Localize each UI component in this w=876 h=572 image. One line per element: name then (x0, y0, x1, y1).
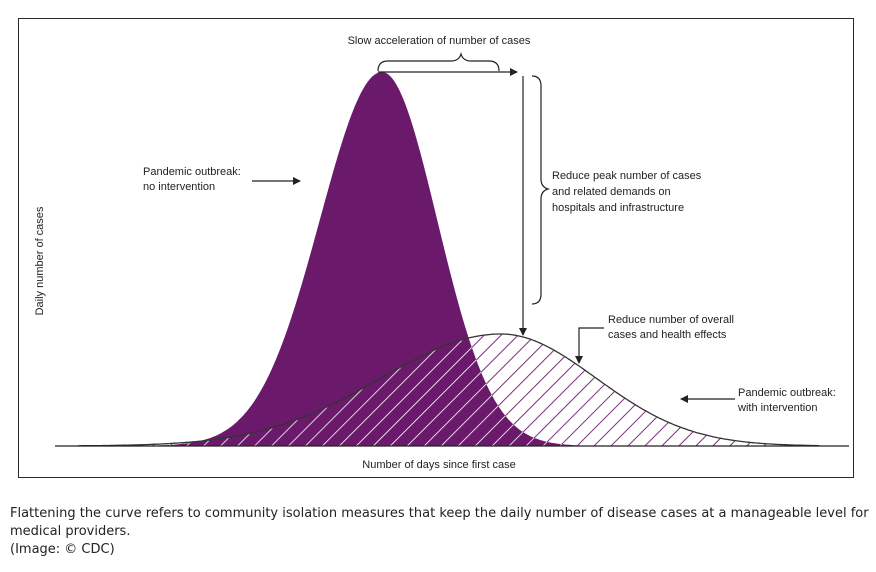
with-intervention-label: Pandemic outbreak: with intervention (737, 387, 839, 414)
caption-credit: (Image: © CDC) (10, 542, 115, 557)
reduce-overall-label: Reduce number of overall cases and healt… (608, 314, 737, 341)
diagram-frame: Slow acceleration of number of cases Pan… (18, 18, 854, 478)
with-intervention-curve-line (78, 333, 819, 447)
no-intervention-curve-area (55, 72, 639, 446)
slow-acceleration-label: Slow acceleration of number of cases (348, 35, 531, 47)
no-intervention-label: Pandemic outbreak: no intervention (143, 166, 244, 193)
x-axis-label: Number of days since first case (362, 459, 515, 471)
overlap-hatch-area (79, 338, 639, 446)
figure-caption: Flattening the curve refers to community… (10, 505, 870, 559)
reduce-overall-arrow (575, 327, 604, 364)
slow-acceleration-brace (377, 51, 500, 72)
flatten-curve-diagram: Slow acceleration of number of cases Pan… (34, 35, 849, 471)
caption-text: Flattening the curve refers to community… (10, 506, 869, 539)
y-axis-label: Daily number of cases (34, 206, 46, 315)
reduce-peak-label: Reduce peak number of cases and related … (552, 170, 704, 214)
reduce-peak-brace (531, 75, 551, 305)
